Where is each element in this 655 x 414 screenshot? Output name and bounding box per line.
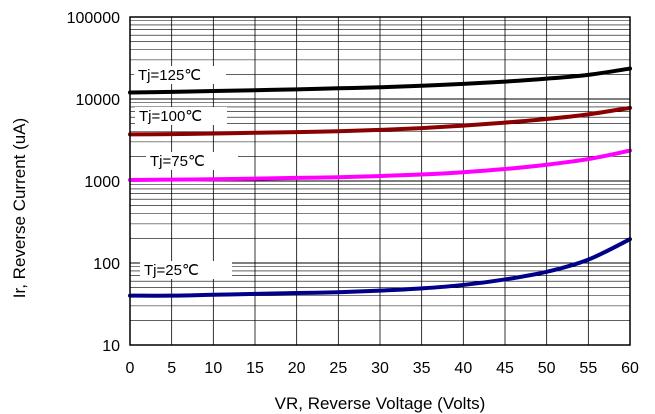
x-tick-label: 25 bbox=[329, 360, 347, 377]
series-labels: Tj=125℃ Tj=100℃ Tj=75℃ Tj=25℃ bbox=[134, 66, 238, 279]
series-line bbox=[128, 148, 632, 182]
x-tick-label: 35 bbox=[413, 360, 431, 377]
x-tick-label: 15 bbox=[246, 360, 264, 377]
y-tick-label: 100 bbox=[93, 256, 120, 273]
y-tick-labels: 10 100 1000 10000 100000 bbox=[67, 10, 120, 355]
series-label: Tj=125℃ bbox=[138, 67, 201, 84]
series-label: Tj=100℃ bbox=[139, 108, 202, 125]
series-line bbox=[128, 237, 632, 298]
series-label-bg bbox=[140, 261, 232, 279]
series-line bbox=[128, 105, 632, 137]
y-tick-label: 100000 bbox=[67, 10, 120, 27]
y-tick-label: 1000 bbox=[84, 174, 120, 191]
x-tick-label: 20 bbox=[288, 360, 306, 377]
x-tick-label: 60 bbox=[621, 360, 639, 377]
series-label-bg bbox=[135, 107, 227, 125]
x-tick-label: 10 bbox=[204, 360, 222, 377]
series-label-bg bbox=[134, 66, 226, 84]
x-tick-label: 30 bbox=[371, 360, 389, 377]
series-label-bg bbox=[146, 152, 238, 170]
y-axis-title: Ir, Reverse Current (uA) bbox=[10, 118, 29, 298]
series-label: Tj=25℃ bbox=[144, 262, 199, 279]
plot-frame bbox=[129, 16, 631, 346]
x-tick-label: 0 bbox=[126, 360, 135, 377]
x-tick-label: 5 bbox=[167, 360, 176, 377]
series-label: Tj=75℃ bbox=[150, 153, 205, 170]
x-tick-labels: 0 5 10 15 20 25 30 35 40 45 50 55 60 bbox=[126, 360, 639, 377]
x-axis-title: VR, Reverse Voltage (Volts) bbox=[275, 394, 486, 413]
x-tick-label: 50 bbox=[538, 360, 556, 377]
series-lines bbox=[128, 66, 632, 298]
x-tick-label: 45 bbox=[496, 360, 514, 377]
x-tick-label: 40 bbox=[454, 360, 472, 377]
y-tick-label: 10000 bbox=[76, 92, 121, 109]
x-tick-label: 55 bbox=[579, 360, 597, 377]
y-tick-label: 10 bbox=[102, 338, 120, 355]
series-line bbox=[128, 66, 632, 95]
